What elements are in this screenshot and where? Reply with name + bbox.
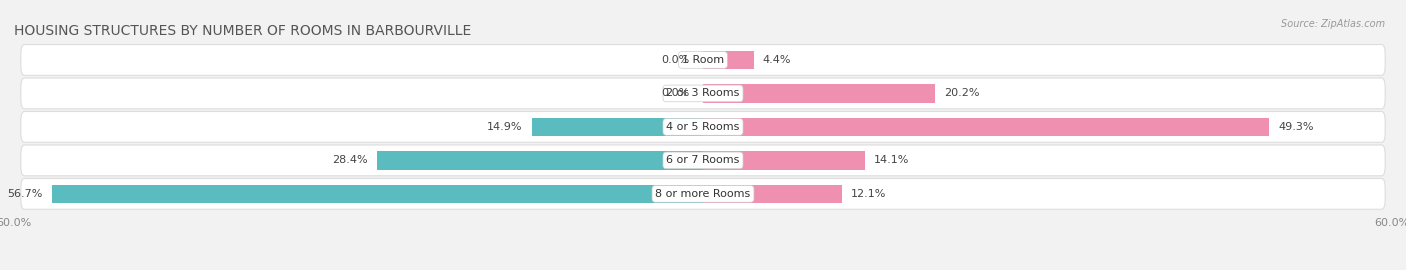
Text: 14.1%: 14.1% xyxy=(875,155,910,166)
Text: 14.9%: 14.9% xyxy=(488,122,523,132)
Text: 8 or more Rooms: 8 or more Rooms xyxy=(655,189,751,199)
Text: 1 Room: 1 Room xyxy=(682,55,724,65)
FancyBboxPatch shape xyxy=(21,45,1385,75)
FancyBboxPatch shape xyxy=(21,78,1385,109)
Bar xyxy=(377,151,703,170)
FancyBboxPatch shape xyxy=(21,145,1385,176)
Bar xyxy=(52,185,703,203)
FancyBboxPatch shape xyxy=(21,178,1385,209)
Bar xyxy=(703,151,865,170)
Bar xyxy=(703,118,1270,136)
Text: HOUSING STRUCTURES BY NUMBER OF ROOMS IN BARBOURVILLE: HOUSING STRUCTURES BY NUMBER OF ROOMS IN… xyxy=(14,24,471,38)
Text: 2 or 3 Rooms: 2 or 3 Rooms xyxy=(666,88,740,99)
FancyBboxPatch shape xyxy=(21,112,1385,142)
Text: 28.4%: 28.4% xyxy=(332,155,368,166)
Text: 0.0%: 0.0% xyxy=(661,55,689,65)
Text: 4.4%: 4.4% xyxy=(762,55,792,65)
Bar xyxy=(703,84,935,103)
Text: 4 or 5 Rooms: 4 or 5 Rooms xyxy=(666,122,740,132)
Text: Source: ZipAtlas.com: Source: ZipAtlas.com xyxy=(1281,19,1385,29)
Text: 0.0%: 0.0% xyxy=(661,88,689,99)
Text: 49.3%: 49.3% xyxy=(1278,122,1313,132)
Text: 20.2%: 20.2% xyxy=(945,88,980,99)
Bar xyxy=(703,185,842,203)
Text: 12.1%: 12.1% xyxy=(851,189,887,199)
Text: 56.7%: 56.7% xyxy=(7,189,42,199)
Bar xyxy=(531,118,703,136)
Text: 6 or 7 Rooms: 6 or 7 Rooms xyxy=(666,155,740,166)
Bar xyxy=(703,51,754,69)
